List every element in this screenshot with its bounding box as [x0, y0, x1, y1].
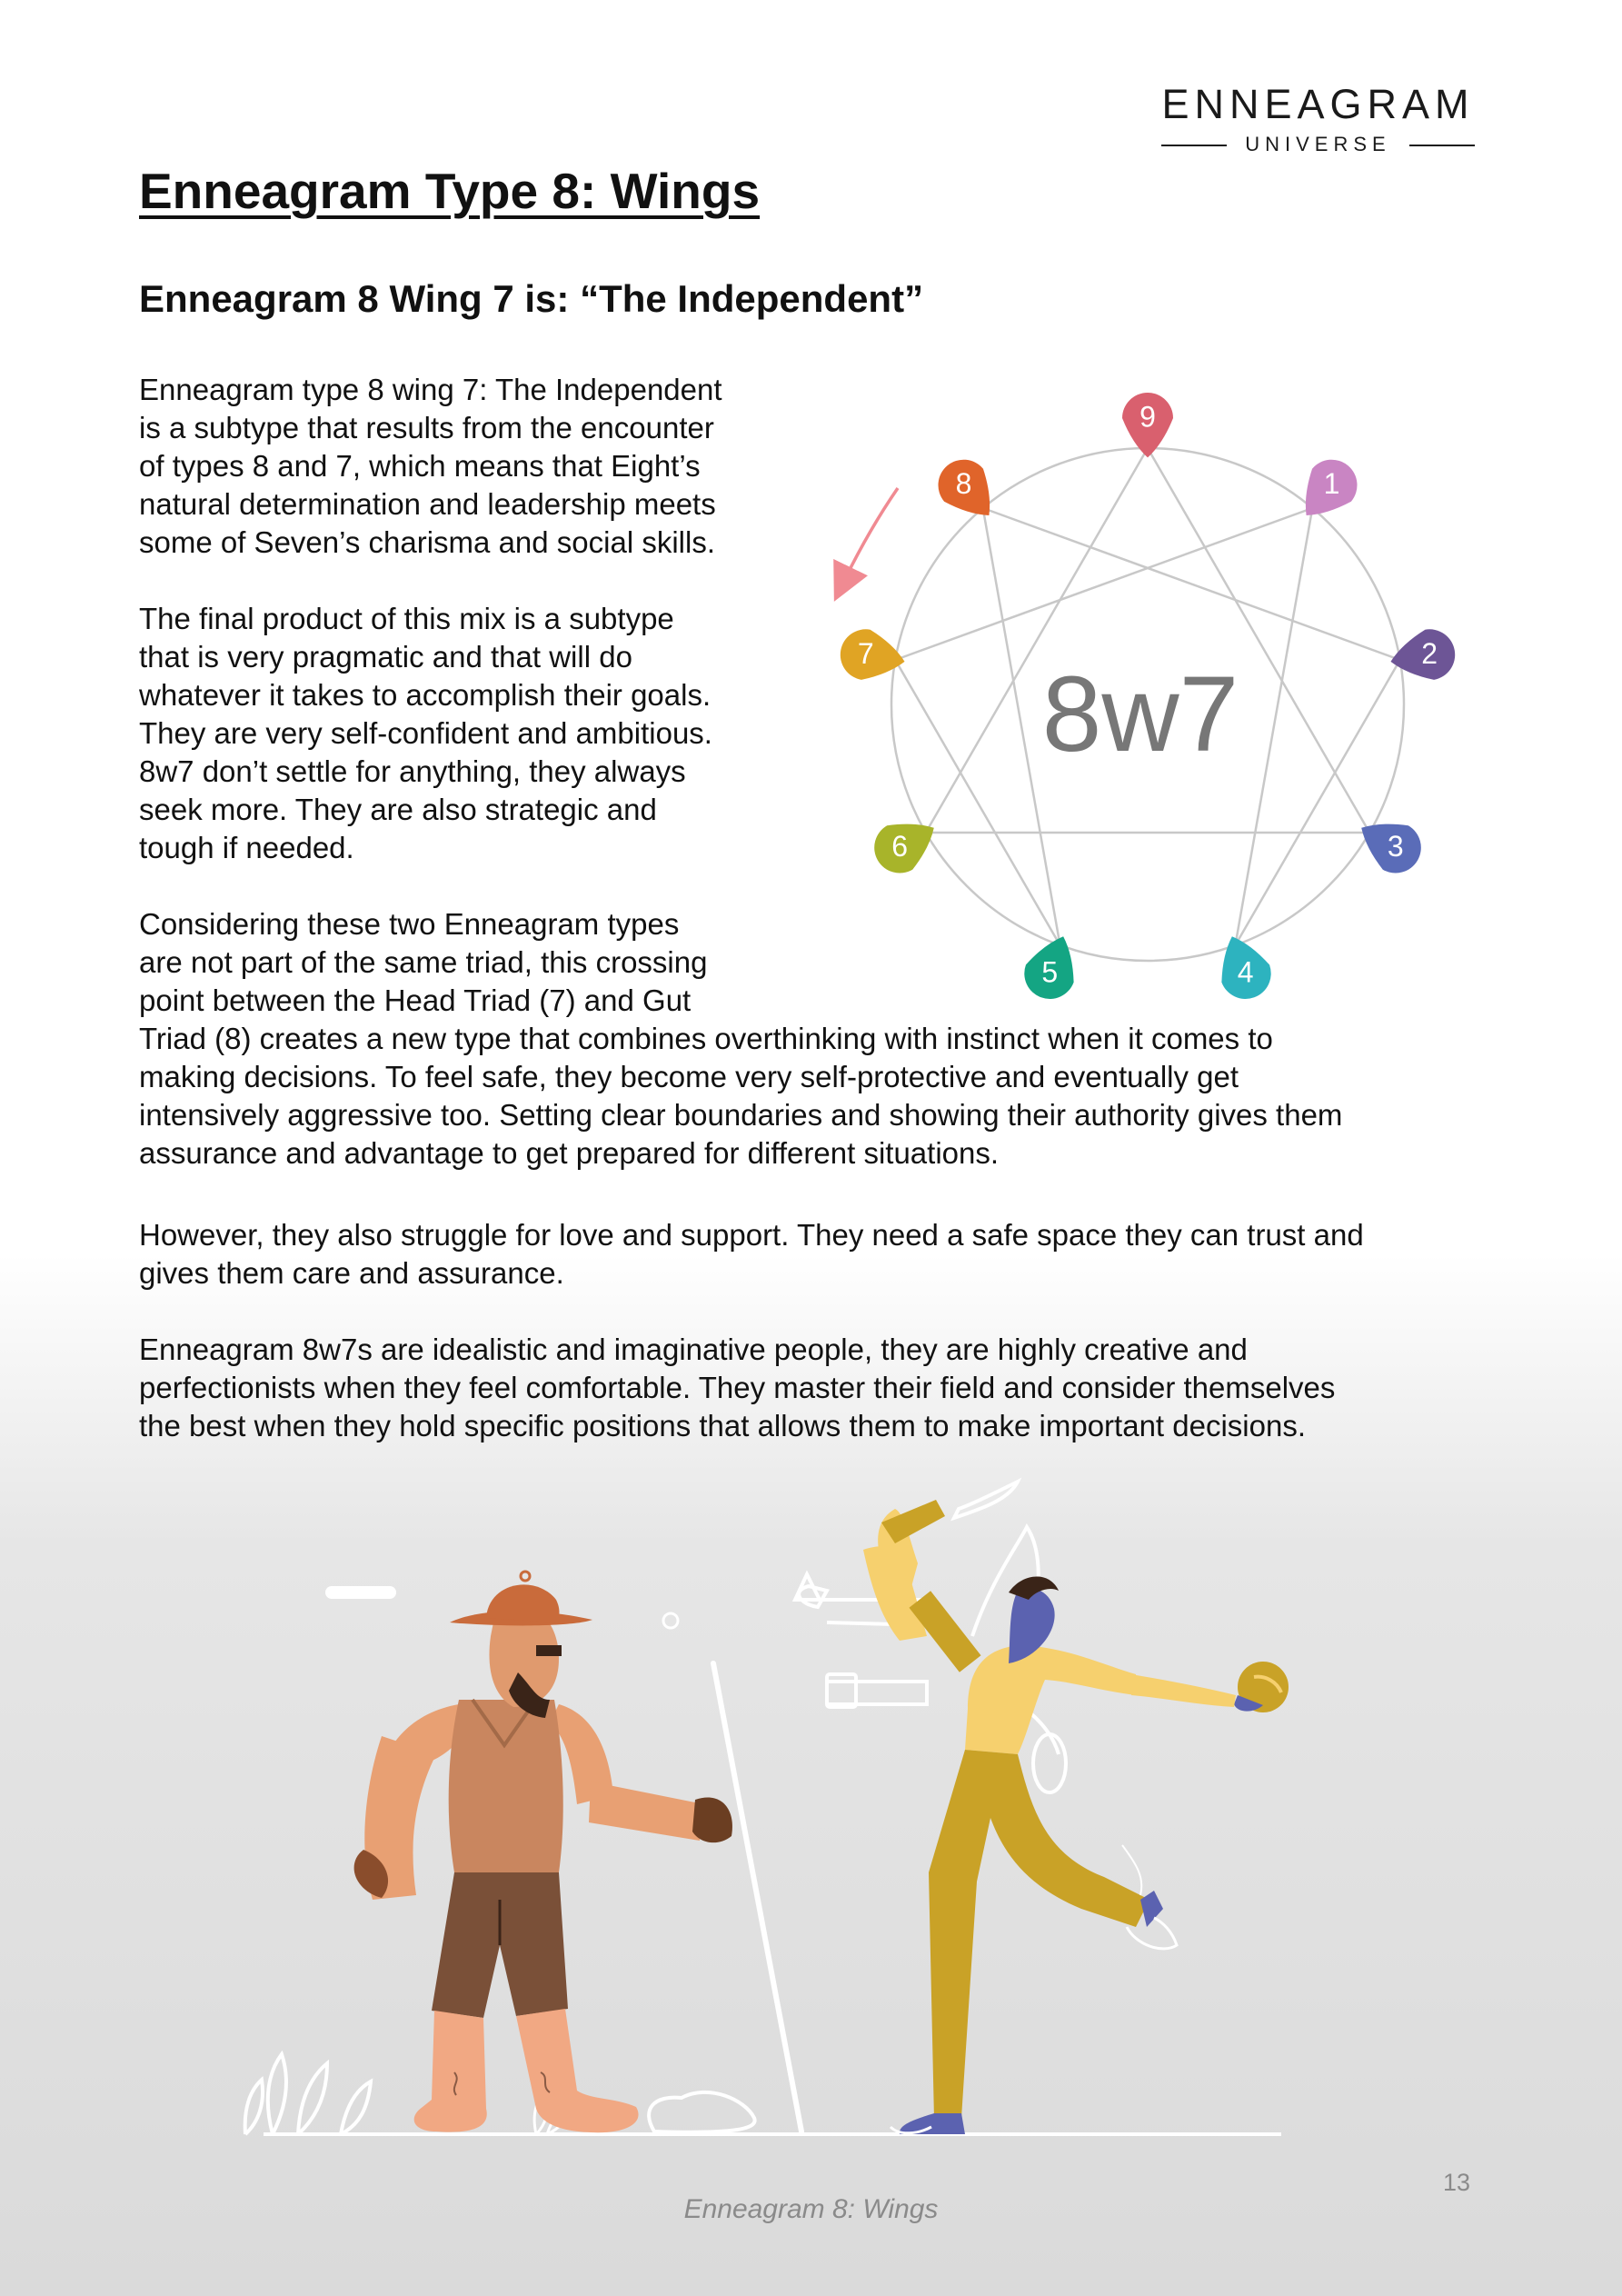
enneagram-point-label: 2	[1421, 637, 1438, 670]
logo-subtitle: UNIVERSE	[1161, 133, 1475, 156]
enneagram-point-2: 2	[1390, 629, 1456, 680]
paragraph-line: Enneagram 8w7s are idealistic and imagin…	[139, 1333, 1248, 1366]
enneagram-point-8: 8	[938, 459, 990, 515]
brand-logo: ENNEAGRAM UNIVERSE	[1161, 84, 1475, 156]
page-caption: Enneagram 8: Wings	[683, 2194, 939, 2224]
enneagram-drop-marker	[938, 459, 990, 515]
enneagram-center-label: 8w7	[1042, 654, 1239, 774]
decor-dot	[662, 1612, 680, 1630]
paragraph-line: tough if needed.	[139, 831, 354, 864]
enneagram-point-7: 7	[840, 629, 905, 680]
paragraph-intro: Enneagram type 8 wing 7: The Independent…	[139, 371, 793, 562]
enneagram-point-label: 1	[1324, 467, 1340, 500]
enneagram-point-label: 3	[1388, 830, 1404, 863]
enneagram-point-9: 9	[1122, 393, 1173, 458]
paragraph-line: seek more. They are also strategic and	[139, 793, 657, 826]
walking-stick	[711, 1661, 804, 2134]
paragraph-line: Triad (8) creates a new type that combin…	[139, 1022, 1273, 1055]
paragraph-line: The final product of this mix is a subty…	[139, 602, 674, 635]
logo-wordmark: ENNEAGRAM	[1161, 81, 1475, 127]
enneagram-drop-marker	[1361, 824, 1421, 873]
enneagram-point-label: 8	[956, 467, 972, 500]
paragraph-line: intensively aggressive too. Setting clea…	[139, 1098, 1343, 1132]
enneagram-drop-marker	[1305, 459, 1358, 515]
paragraph-line: perfectionists when they feel comfortabl…	[139, 1371, 1336, 1404]
paragraph-triads: Considering these two Enneagram types are…	[139, 905, 1475, 1173]
figure-hiker	[353, 1570, 732, 2133]
enneagram-point-1: 1	[1305, 459, 1358, 515]
enneagram-drop-marker	[874, 824, 934, 873]
enneagram-drop-marker	[1122, 393, 1173, 458]
paragraph-line: of types 8 and 7, which means that Eight…	[139, 449, 701, 483]
enneagram-point-4: 4	[1221, 936, 1271, 999]
enneagram-point-label: 5	[1041, 955, 1058, 988]
enneagram-drop-marker	[1024, 936, 1074, 999]
figure-juggler	[863, 1500, 1289, 2135]
enneagram-point-label: 9	[1139, 400, 1156, 433]
paragraph-line: are not part of the same triad, this cro…	[139, 945, 708, 979]
paragraph-line: the best when they hold specific positio…	[139, 1409, 1307, 1442]
paragraph-line: However, they also struggle for love and…	[139, 1218, 1364, 1252]
paragraph-product: The final product of this mix is a subty…	[139, 600, 793, 867]
paragraph-line: 8w7 don’t settle for anything, they alwa…	[139, 754, 686, 788]
paragraph-line: that is very pragmatic and that will do	[139, 640, 632, 674]
enneagram-point-6: 6	[874, 824, 934, 873]
enneagram-point-label: 7	[858, 637, 874, 670]
paragraph-line: assurance and advantage to get prepared …	[139, 1136, 1000, 1170]
enneagram-point-3: 3	[1361, 824, 1421, 873]
paragraph-struggle: However, they also struggle for love and…	[139, 1216, 1475, 1293]
section-heading: Enneagram 8 Wing 7 is: “The Independent”	[139, 277, 924, 320]
page-title: Enneagram Type 8: Wings	[139, 163, 761, 219]
paragraph-line: natural determination and leadership mee…	[139, 487, 716, 521]
paragraph-line: is a subtype that results from the encou…	[139, 411, 714, 444]
enneagram-drop-marker	[1390, 629, 1456, 680]
enneagram-diagram: 8w7 9 1 2 3 4 5 6 7 8	[833, 393, 1456, 999]
paragraph-line: point between the Head Triad (7) and Gut	[139, 983, 692, 1017]
paragraph-line: whatever it takes to accomplish their go…	[139, 678, 711, 712]
figure-juggler-extra-arms	[791, 1477, 1068, 1794]
paragraph-line: some of Seven’s charisma and social skil…	[139, 525, 715, 559]
enneagram-drop-marker	[1221, 936, 1271, 999]
plant-left	[243, 2050, 373, 2136]
enneagram-triangle	[923, 445, 1372, 834]
enneagram-point-label: 4	[1238, 955, 1254, 988]
decor-dash	[325, 1586, 396, 1599]
enneagram-drop-marker	[840, 629, 905, 680]
paragraph-line: making decisions. To feel safe, they bec…	[139, 1060, 1239, 1093]
paragraph-traits: Enneagram 8w7s are idealistic and imagin…	[139, 1331, 1475, 1445]
page-number: 13	[1443, 2169, 1471, 2196]
rock	[647, 2090, 757, 2134]
paragraph-line: Enneagram type 8 wing 7: The Independent	[139, 373, 722, 406]
paragraph-line: gives them care and assurance.	[139, 1256, 564, 1290]
wing-arrow	[833, 487, 900, 602]
enneagram-point-label: 6	[891, 830, 908, 863]
illustration-characters	[243, 1477, 1289, 2136]
paragraph-line: They are very self-confident and ambitio…	[139, 716, 712, 750]
paragraph-line: Considering these two Enneagram types	[139, 907, 680, 941]
enneagram-point-5: 5	[1024, 936, 1074, 999]
